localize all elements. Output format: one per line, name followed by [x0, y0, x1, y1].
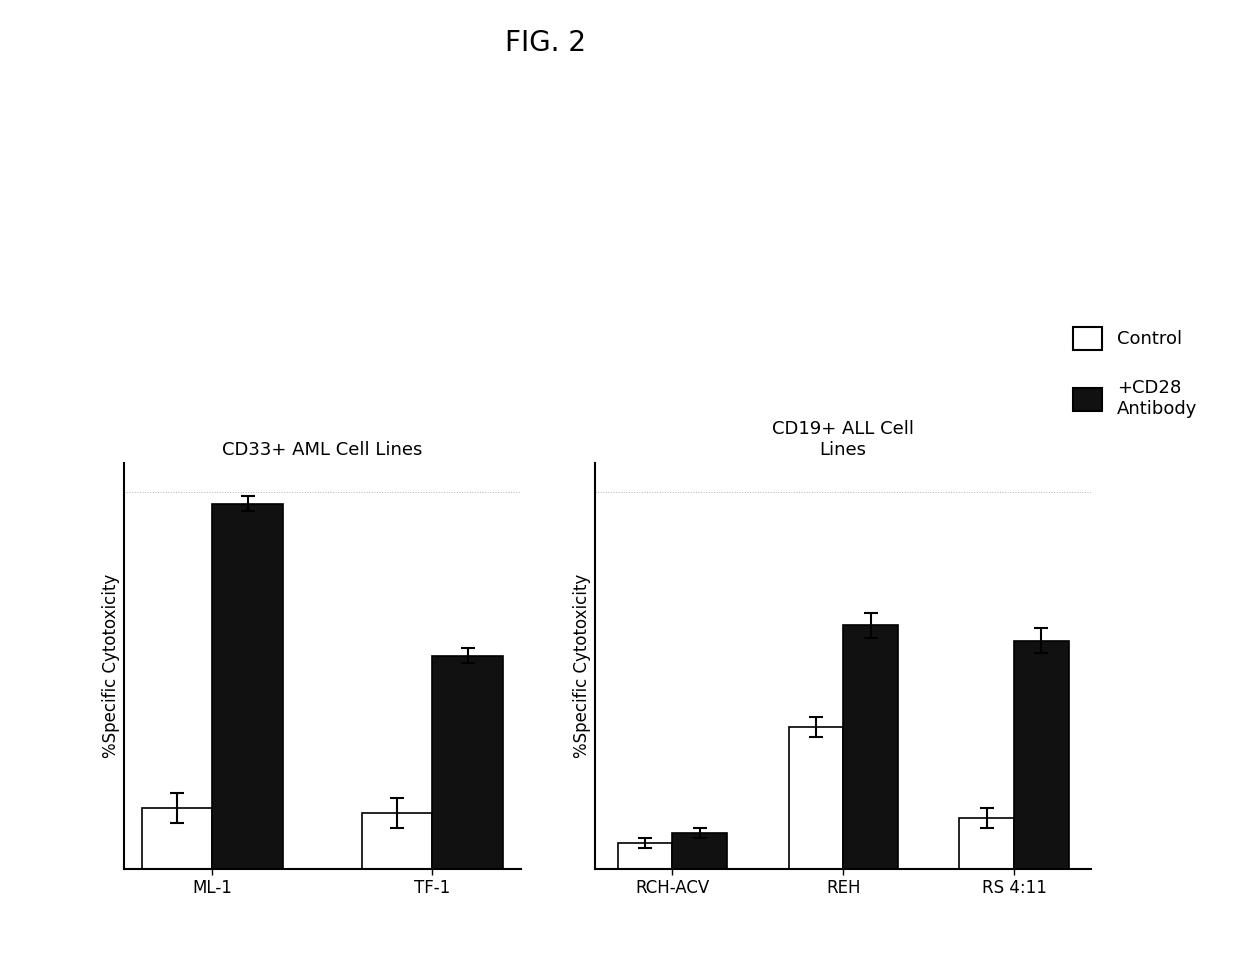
- Y-axis label: %Specific Cytotoxicity: %Specific Cytotoxicity: [573, 574, 591, 758]
- Bar: [1014, 641, 1069, 868]
- Title: CD19+ ALL Cell
Lines: CD19+ ALL Cell Lines: [773, 420, 914, 459]
- Y-axis label: %Specific Cytotoxicity: %Specific Cytotoxicity: [102, 574, 120, 758]
- Text: FIG. 2: FIG. 2: [505, 29, 587, 57]
- Bar: [618, 843, 672, 868]
- Title: CD33+ AML Cell Lines: CD33+ AML Cell Lines: [222, 441, 423, 459]
- Bar: [362, 813, 433, 868]
- Bar: [143, 808, 212, 868]
- Legend: Control, +CD28
Antibody: Control, +CD28 Antibody: [1064, 317, 1207, 427]
- Bar: [433, 656, 502, 868]
- Bar: [960, 818, 1014, 868]
- Bar: [672, 833, 727, 868]
- Bar: [789, 727, 843, 868]
- Bar: [212, 504, 283, 868]
- Bar: [843, 625, 898, 868]
